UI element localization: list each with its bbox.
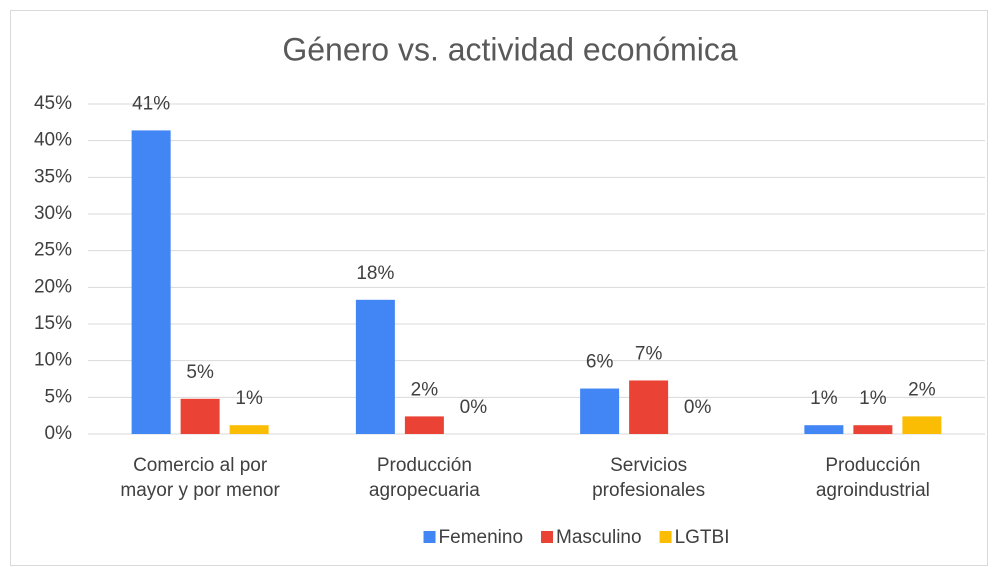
data-label: 1%: [859, 388, 887, 409]
x-tick-label-line: Producción: [825, 455, 920, 476]
bar: [902, 416, 942, 434]
x-tick-label-line: Producción: [377, 455, 472, 476]
legend-swatch: [423, 531, 436, 543]
chart-border: [10, 10, 988, 566]
data-label: 0%: [684, 397, 712, 418]
x-tick-label: Producción agropecuaria: [369, 455, 480, 501]
data-label: 1%: [810, 388, 838, 409]
data-label: 7%: [635, 343, 663, 364]
data-label: 2%: [908, 379, 936, 400]
x-tick-label-line: Servicios: [610, 455, 687, 476]
data-label: 2%: [411, 379, 439, 400]
bar: [229, 425, 269, 434]
legend-label: LGTBI: [675, 527, 730, 548]
x-tick-label-line: Comercio al por: [133, 455, 268, 476]
legend-swatch: [541, 531, 554, 543]
y-tick-label: 45%: [34, 93, 72, 114]
bar: [629, 380, 669, 434]
legend-item: Femenino: [423, 527, 524, 548]
bar: [853, 425, 893, 434]
bar: [131, 130, 171, 434]
data-label: 41%: [132, 93, 170, 114]
y-tick-label: 0%: [45, 423, 73, 444]
chart-title: Género vs. actividad económica: [282, 31, 738, 67]
legend-label: Masculino: [556, 527, 642, 548]
data-label: 18%: [356, 263, 394, 284]
y-tick-label: 30%: [34, 203, 72, 224]
y-tick-label: 20%: [34, 276, 72, 297]
bar: [355, 299, 395, 434]
x-tick-label-line: profesionales: [592, 480, 705, 501]
bar: [404, 416, 444, 434]
legend-item: LGTBI: [659, 527, 730, 548]
y-tick-label: 10%: [34, 350, 72, 371]
x-tick-label: Comercio al por mayor y por menor: [120, 455, 280, 501]
bar: [180, 398, 220, 434]
data-label: 1%: [235, 388, 263, 409]
data-label: 5%: [186, 362, 214, 383]
x-tick-label-line: agropecuaria: [369, 480, 480, 501]
data-label: 6%: [586, 352, 614, 373]
bar: [804, 425, 844, 434]
y-tick-label: 5%: [45, 386, 73, 407]
legend-label: Femenino: [439, 527, 524, 548]
legend-item: Masculino: [541, 527, 642, 548]
bar: [580, 388, 620, 434]
y-tick-label: 25%: [34, 240, 72, 261]
data-label: 0%: [460, 397, 488, 418]
legend-swatch: [659, 531, 672, 543]
x-tick-label: Producción agroindustrial: [816, 455, 930, 501]
y-tick-label: 15%: [34, 313, 72, 334]
x-tick-label-line: mayor y por menor: [120, 480, 280, 501]
x-tick-label: Servicios profesionales: [592, 455, 705, 501]
y-tick-label: 40%: [34, 130, 72, 151]
y-tick-label: 35%: [34, 166, 72, 187]
x-tick-label-line: agroindustrial: [816, 480, 930, 501]
